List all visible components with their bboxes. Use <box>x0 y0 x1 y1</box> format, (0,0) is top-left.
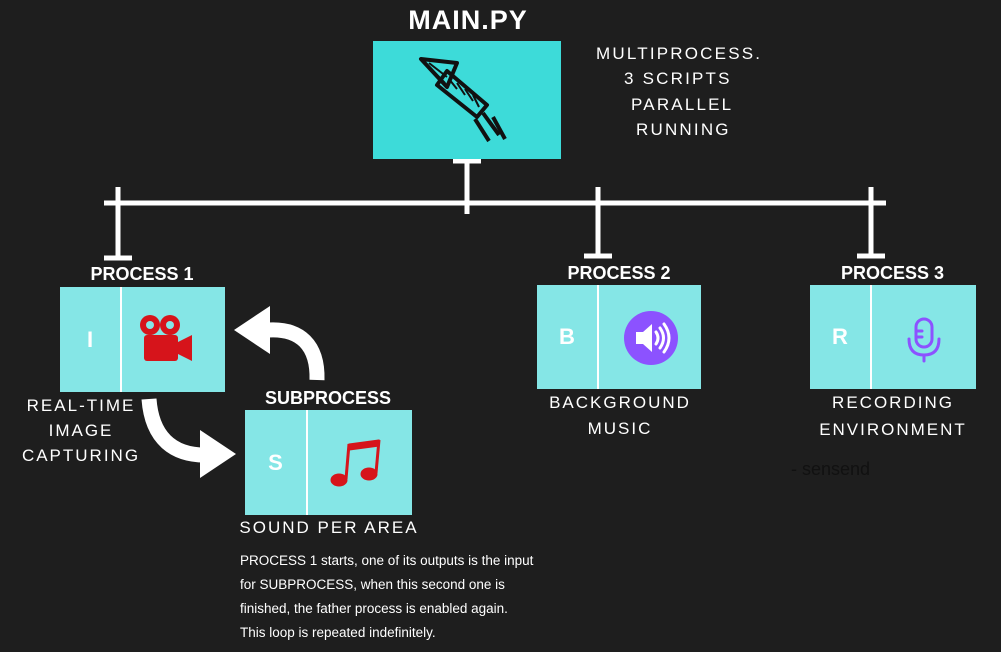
process-3-letter: R <box>832 324 848 349</box>
music-notes-icon <box>330 439 381 487</box>
rocket-icon <box>419 57 507 143</box>
process-3-card: R <box>810 285 976 389</box>
speaker-icon <box>624 311 678 365</box>
subprocess-letter: S <box>268 449 283 475</box>
video-camera-icon <box>140 315 192 361</box>
description-line-3: finished, the father process is enabled … <box>240 601 508 616</box>
process-1-card: I <box>60 287 225 392</box>
main-box <box>373 41 561 159</box>
process-1-letter: I <box>86 326 94 352</box>
subprocess-caption: SOUND PER AREA <box>239 518 419 537</box>
process-2-letter: B <box>559 324 575 349</box>
main-title: MAIN.PY <box>408 5 528 35</box>
annotation-text: - sensend <box>791 459 871 479</box>
process-1-caption-2: IMAGE <box>48 421 114 440</box>
main-note-line-4: RUNNING <box>636 120 731 139</box>
main-note-line-2: 3 SCRIPTS <box>624 69 732 88</box>
process-1-title: PROCESS 1 <box>90 264 194 284</box>
process-2-caption-2: MUSIC <box>587 419 653 438</box>
process-3-caption-2: ENVIRONMENT <box>819 420 967 439</box>
description-line-1: PROCESS 1 starts, one of its outputs is … <box>240 553 534 568</box>
subprocess-title: SUBPROCESS <box>264 388 392 408</box>
process-2-title: PROCESS 2 <box>567 263 671 283</box>
description-line-2: for SUBPROCESS, when this second one is <box>240 577 505 592</box>
process-2-caption-1: BACKGROUND <box>549 393 691 412</box>
description-line-4: This loop is repeated indefinitely. <box>240 625 436 640</box>
process-2-card: B <box>537 285 701 389</box>
subprocess-card: S <box>245 410 412 515</box>
microphone-icon <box>907 317 941 363</box>
description-text: PROCESS 1 starts, one of its outputs is … <box>240 549 580 645</box>
main-note-line-1: MULTIPROCESS. <box>596 44 763 63</box>
process-1-caption-1: REAL-TIME <box>26 396 136 415</box>
main-note-line-3: PARALLEL <box>631 95 734 114</box>
process-3-title: PROCESS 3 <box>840 263 945 283</box>
process-3-caption-1: RECORDING <box>832 393 954 412</box>
process-1-caption-3: CAPTURING <box>21 446 141 465</box>
